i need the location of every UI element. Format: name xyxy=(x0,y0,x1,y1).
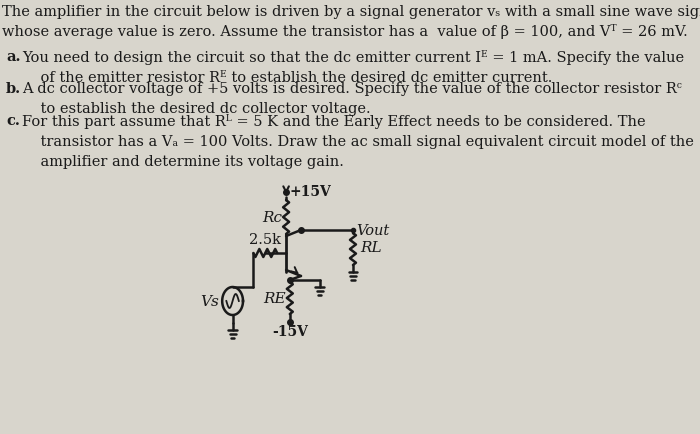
Text: 2.5k: 2.5k xyxy=(249,233,281,247)
Text: +15V: +15V xyxy=(289,184,331,198)
Text: You need to design the circuit so that the dc emitter current Iᴱ = 1 mA. Specify: You need to design the circuit so that t… xyxy=(22,50,685,85)
Text: The amplifier in the circuit below is driven by a signal generator vₛ with a sma: The amplifier in the circuit below is dr… xyxy=(2,5,700,39)
Text: RL: RL xyxy=(360,241,382,255)
Text: A dc collector voltage of +5 volts is desired. Specify the value of the collecto: A dc collector voltage of +5 volts is de… xyxy=(22,82,682,116)
Text: Vs: Vs xyxy=(200,294,219,308)
Text: Vout: Vout xyxy=(357,224,390,237)
Text: Rc: Rc xyxy=(262,210,282,224)
Text: b.: b. xyxy=(6,82,21,96)
Text: a.: a. xyxy=(6,50,20,64)
Text: RE: RE xyxy=(263,291,286,305)
Text: -15V: -15V xyxy=(272,324,308,338)
Text: c.: c. xyxy=(6,114,20,128)
Text: For this part assume that Rᴸ = 5 K and the Early Effect needs to be considered. : For this part assume that Rᴸ = 5 K and t… xyxy=(22,114,694,169)
